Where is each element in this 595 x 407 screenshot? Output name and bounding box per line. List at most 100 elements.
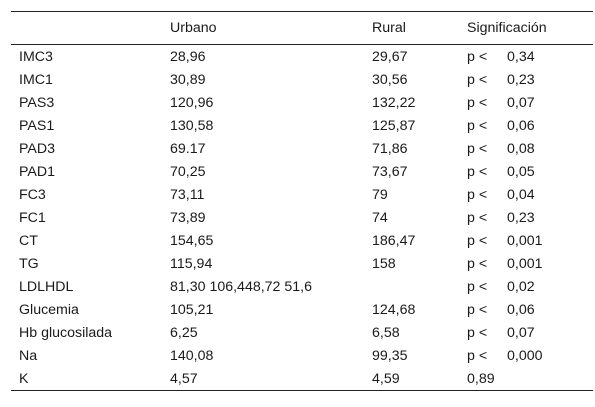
table-row: TG 115,94 158 p < 0,001 — [11, 252, 593, 275]
cell-significacion: 0,89 — [467, 367, 593, 391]
cell-rural: 125,87 — [372, 117, 416, 134]
cell-significacion: p < 0,08 — [467, 137, 593, 160]
table-row: FC3 73,11 79 p < 0,04 — [11, 183, 593, 206]
p-value: 0,001 — [507, 232, 543, 249]
cell-rural — [372, 275, 467, 298]
cell-variable: IMC3 — [19, 48, 53, 65]
cell-rural: 4,59 — [372, 370, 400, 387]
cell-variable: Na — [19, 347, 38, 364]
cell-rural: 29,67 — [372, 48, 408, 65]
cell-rural: 132,22 — [372, 94, 416, 111]
cell-variable: PAS3 — [19, 94, 55, 111]
data-table: Urbano Rural Significación IMC3 28,96 29,6… — [11, 11, 593, 391]
cell-urbano: 105,21 — [170, 301, 214, 318]
p-label: p < — [467, 71, 488, 88]
table-row: Glucemia 105,21 124,68 p < 0,06 — [11, 298, 593, 321]
p-value: 0,23 — [507, 71, 535, 88]
table-row: LDLHDL 81,30 106,448,72 51,6 p < 0,02 — [11, 275, 593, 298]
cell-significacion: p < 0,001 — [467, 229, 593, 252]
data-table-container: Urbano Rural Significación IMC3 28,96 29,6… — [11, 11, 593, 391]
cell-rural: 74 — [372, 209, 388, 226]
cell-urbano: 69.17 — [170, 140, 206, 157]
p-value: 0,89 — [467, 370, 495, 387]
p-label: p < — [467, 48, 488, 65]
cell-urbano: 154,65 — [170, 232, 214, 249]
cell-variable: TG — [19, 255, 39, 272]
table-row: PAD3 69.17 71,86 p < 0,08 — [11, 137, 593, 160]
cell-rural: 79 — [372, 186, 388, 203]
cell-variable: PAD3 — [19, 140, 56, 157]
cell-significacion: p < 0,000 — [467, 344, 593, 367]
table-row: PAD1 70,25 73,67 p < 0,05 — [11, 160, 593, 183]
cell-significacion: p < 0,23 — [467, 206, 593, 229]
table-row: Hb glucosilada 6,25 6,58 p < 0,07 — [11, 321, 593, 344]
header-urbano: Urbano — [170, 20, 217, 36]
p-label: p < — [467, 324, 488, 341]
p-label: p < — [467, 163, 488, 180]
p-value: 0,001 — [507, 255, 543, 272]
p-value: 0,05 — [507, 163, 535, 180]
cell-significacion: p < 0,001 — [467, 252, 593, 275]
cell-rural: 186,47 — [372, 232, 416, 249]
cell-urbano: 73,89 — [170, 209, 206, 226]
p-label: p < — [467, 186, 488, 203]
cell-rural: 71,86 — [372, 140, 408, 157]
table-row: IMC3 28,96 29,67 p < 0,34 — [11, 45, 593, 69]
table-row: FC1 73,89 74 p < 0,23 — [11, 206, 593, 229]
p-label: p < — [467, 255, 488, 272]
table-row: PAS3 120,96 132,22 p < 0,07 — [11, 91, 593, 114]
cell-urbano: 70,25 — [170, 163, 206, 180]
cell-urbano: 130,58 — [170, 117, 214, 134]
p-label: p < — [467, 94, 488, 111]
p-label: p < — [467, 278, 488, 295]
cell-urbano: 115,94 — [170, 255, 213, 272]
p-value: 0,07 — [507, 94, 535, 111]
cell-significacion: p < 0,05 — [467, 160, 593, 183]
cell-significacion: p < 0,07 — [467, 321, 593, 344]
cell-rural: 73,67 — [372, 163, 408, 180]
table-row: IMC1 30,89 30,56 p < 0,23 — [11, 68, 593, 91]
cell-urbano: 4,57 — [170, 370, 198, 387]
cell-urbano: 81,30 106,448,72 51,6 — [170, 278, 313, 295]
p-value: 0,04 — [507, 186, 535, 203]
cell-rural: 124,68 — [372, 301, 416, 318]
cell-rural: 30,56 — [372, 71, 408, 88]
p-value: 0,02 — [507, 278, 535, 295]
header-variable — [11, 12, 170, 45]
cell-urbano: 30,89 — [170, 71, 206, 88]
cell-variable: IMC1 — [19, 71, 53, 88]
cell-rural: 158 — [372, 255, 396, 272]
p-label: p < — [467, 117, 488, 134]
header-row: Urbano Rural Significación — [11, 11, 593, 45]
p-value: 0,06 — [507, 117, 535, 134]
cell-urbano: 6,25 — [170, 324, 198, 341]
cell-significacion: p < 0,06 — [467, 114, 593, 137]
cell-significacion: p < 0,06 — [467, 298, 593, 321]
cell-variable: LDLHDL — [19, 278, 74, 295]
cell-rural: 6,58 — [372, 324, 400, 341]
p-label: p < — [467, 347, 488, 364]
cell-variable: PAD1 — [19, 163, 56, 180]
p-value: 0,08 — [507, 140, 535, 157]
p-value: 0,34 — [507, 48, 535, 65]
cell-variable: K — [19, 370, 29, 387]
p-label: p < — [467, 209, 488, 226]
p-value: 0,000 — [507, 347, 543, 364]
cell-significacion: p < 0,07 — [467, 91, 593, 114]
header-significacion: Significación — [467, 20, 547, 36]
cell-variable: FC1 — [19, 209, 46, 226]
cell-significacion: p < 0,04 — [467, 183, 593, 206]
table-row: Na 140,08 99,35 p < 0,000 — [11, 344, 593, 367]
cell-variable: Glucemia — [19, 301, 79, 318]
cell-significacion: p < 0,23 — [467, 68, 593, 91]
header-rural: Rural — [372, 20, 406, 36]
cell-significacion: p < 0,02 — [467, 275, 593, 298]
cell-urbano: 73,11 — [170, 186, 205, 203]
p-label: p < — [467, 232, 488, 249]
table-body: IMC3 28,96 29,67 p < 0,34 IMC1 30,89 30,56 p < 0,… — [11, 45, 593, 391]
table-row: K 4,57 4,59 0,89 — [11, 367, 593, 391]
p-value: 0,07 — [507, 324, 535, 341]
table-row: CT 154,65 186,47 p < 0,001 — [11, 229, 593, 252]
cell-urbano: 120,96 — [170, 94, 214, 111]
cell-urbano: 28,96 — [170, 48, 206, 65]
